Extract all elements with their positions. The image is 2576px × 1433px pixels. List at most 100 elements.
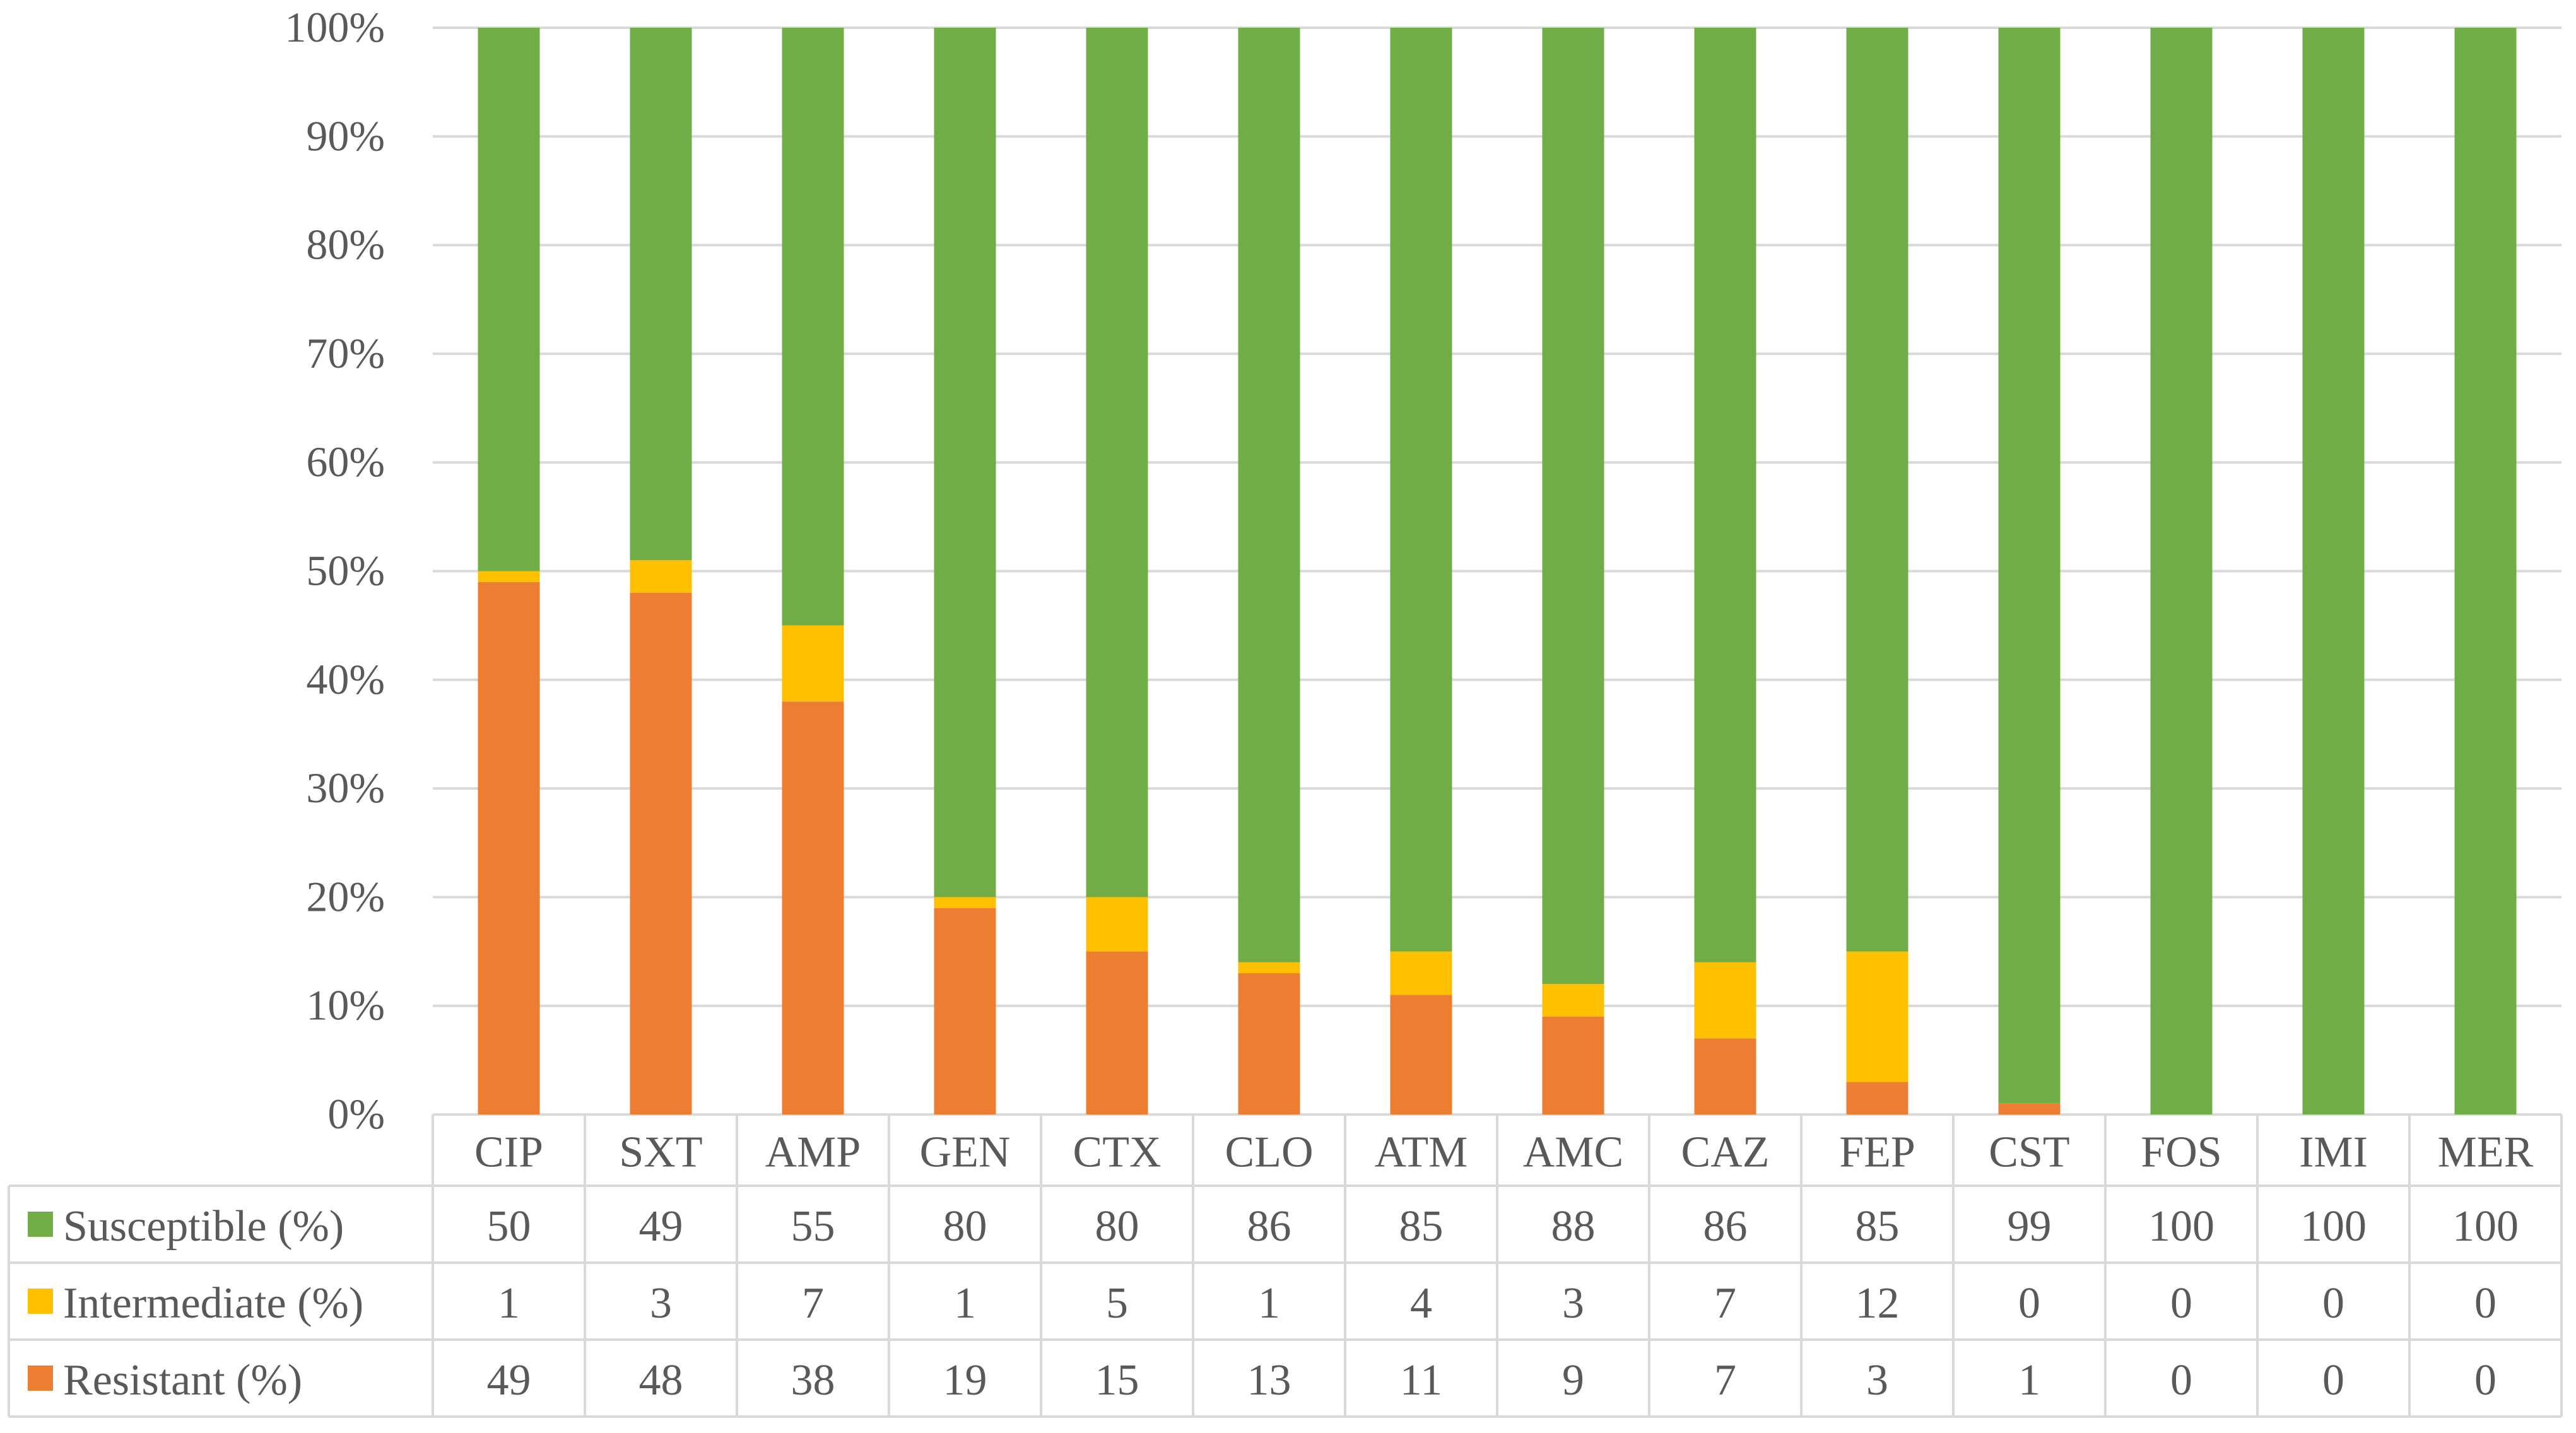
data-label-susceptible: 100 [2148, 1202, 2214, 1251]
data-label-intermediate: 7 [802, 1279, 824, 1328]
data-label-resistant: 3 [1866, 1356, 1888, 1405]
category-label: AMC [1523, 1128, 1623, 1177]
category-label: FEP [1839, 1128, 1915, 1177]
bar-susceptible-sxt [630, 28, 692, 561]
category-label: CST [1989, 1128, 2069, 1177]
bar-resistant-fep [1846, 1082, 1908, 1114]
data-label-susceptible: 50 [487, 1202, 531, 1251]
bar-intermediate-sxt [630, 560, 692, 593]
data-label-intermediate: 1 [1258, 1279, 1280, 1328]
legend-key-resistant [28, 1366, 53, 1391]
data-label-intermediate: 12 [1856, 1279, 1900, 1328]
data-label-susceptible: 80 [1095, 1202, 1139, 1251]
bar-intermediate-atm [1390, 951, 1452, 995]
y-tick-label: 40% [306, 655, 385, 703]
y-tick-label: 70% [306, 329, 385, 377]
data-label-susceptible: 100 [2452, 1202, 2519, 1251]
data-label-resistant: 0 [2322, 1356, 2344, 1405]
bar-resistant-atm [1390, 995, 1452, 1114]
bar-resistant-ctx [1086, 951, 1148, 1114]
data-label-susceptible: 49 [639, 1202, 683, 1251]
data-label-resistant: 0 [2474, 1356, 2497, 1405]
y-tick-label: 60% [306, 438, 385, 486]
data-label-intermediate: 0 [2322, 1279, 2344, 1328]
legend-key-susceptible [28, 1212, 53, 1237]
bar-intermediate-amc [1542, 984, 1604, 1017]
category-label: CLO [1225, 1128, 1314, 1177]
y-tick-label: 20% [306, 872, 385, 920]
bar-susceptible-gen [934, 28, 996, 898]
y-tick-label: 30% [306, 764, 385, 812]
data-label-resistant: 19 [943, 1356, 987, 1405]
bar-resistant-gen [934, 908, 996, 1114]
category-label: GEN [920, 1128, 1011, 1177]
category-label: CAZ [1681, 1128, 1770, 1177]
bar-susceptible-cst [1998, 28, 2061, 1104]
category-label: SXT [619, 1128, 702, 1177]
data-label-susceptible: 55 [791, 1202, 835, 1251]
bar-susceptible-fos [2150, 28, 2213, 1114]
bar-susceptible-amp [782, 28, 844, 626]
bar-susceptible-imi [2302, 28, 2365, 1114]
bar-resistant-cip [478, 582, 540, 1114]
data-label-susceptible: 85 [1856, 1202, 1900, 1251]
bar-susceptible-mer [2454, 28, 2517, 1114]
bar-intermediate-cip [478, 571, 540, 582]
category-label: FOS [2141, 1128, 2221, 1177]
bar-resistant-cst [1998, 1103, 2061, 1114]
data-label-resistant: 9 [1562, 1356, 1584, 1405]
data-label-intermediate: 1 [498, 1279, 520, 1328]
bar-intermediate-caz [1694, 962, 1756, 1039]
data-label-intermediate: 1 [954, 1279, 976, 1328]
data-label-resistant: 49 [487, 1356, 531, 1405]
data-label-resistant: 38 [791, 1356, 835, 1405]
data-label-resistant: 48 [639, 1356, 683, 1405]
legend-label-resistant: Resistant (%) [63, 1356, 302, 1405]
data-label-susceptible: 100 [2300, 1202, 2367, 1251]
bar-resistant-amp [782, 701, 844, 1114]
legend-label-susceptible: Susceptible (%) [63, 1202, 344, 1251]
y-tick-label: 50% [306, 547, 385, 595]
data-label-resistant: 0 [2170, 1356, 2192, 1405]
bar-susceptible-clo [1238, 28, 1300, 962]
category-label: AMP [765, 1128, 861, 1177]
y-tick-label: 10% [306, 981, 385, 1029]
y-tick-label: 90% [306, 112, 385, 160]
bar-resistant-sxt [630, 592, 692, 1114]
data-label-susceptible: 80 [943, 1202, 987, 1251]
data-label-susceptible: 86 [1703, 1202, 1748, 1251]
bar-intermediate-fep [1846, 951, 1908, 1082]
data-label-resistant: 7 [1714, 1356, 1736, 1405]
bar-susceptible-fep [1846, 28, 1908, 952]
legend-key-intermediate [28, 1289, 53, 1314]
data-label-intermediate: 0 [2170, 1279, 2192, 1328]
data-label-resistant: 15 [1095, 1356, 1139, 1405]
data-label-susceptible: 99 [2008, 1202, 2052, 1251]
bar-intermediate-gen [934, 897, 996, 908]
bar-susceptible-cip [478, 28, 540, 571]
y-tick-label: 100% [285, 3, 385, 51]
bar-susceptible-caz [1694, 28, 1756, 962]
data-label-susceptible: 86 [1247, 1202, 1291, 1251]
category-label: IMI [2299, 1128, 2368, 1177]
category-label: CIP [474, 1128, 543, 1177]
data-label-intermediate: 4 [1410, 1279, 1432, 1328]
legend-label-intermediate: Intermediate (%) [63, 1279, 363, 1328]
category-label: CTX [1073, 1128, 1162, 1177]
data-label-susceptible: 88 [1551, 1202, 1596, 1251]
category-label: MER [2438, 1128, 2534, 1177]
bar-resistant-caz [1694, 1038, 1756, 1114]
bar-susceptible-amc [1542, 28, 1604, 985]
bar-intermediate-amp [782, 625, 844, 702]
y-tick-label: 0% [327, 1090, 385, 1138]
bar-resistant-clo [1238, 973, 1300, 1114]
data-label-resistant: 1 [2018, 1356, 2040, 1405]
data-label-intermediate: 7 [1714, 1279, 1736, 1328]
bar-susceptible-atm [1390, 28, 1452, 952]
bar-susceptible-ctx [1086, 28, 1148, 898]
bar-resistant-amc [1542, 1016, 1604, 1114]
data-label-intermediate: 3 [650, 1279, 672, 1328]
data-label-intermediate: 5 [1106, 1279, 1128, 1328]
